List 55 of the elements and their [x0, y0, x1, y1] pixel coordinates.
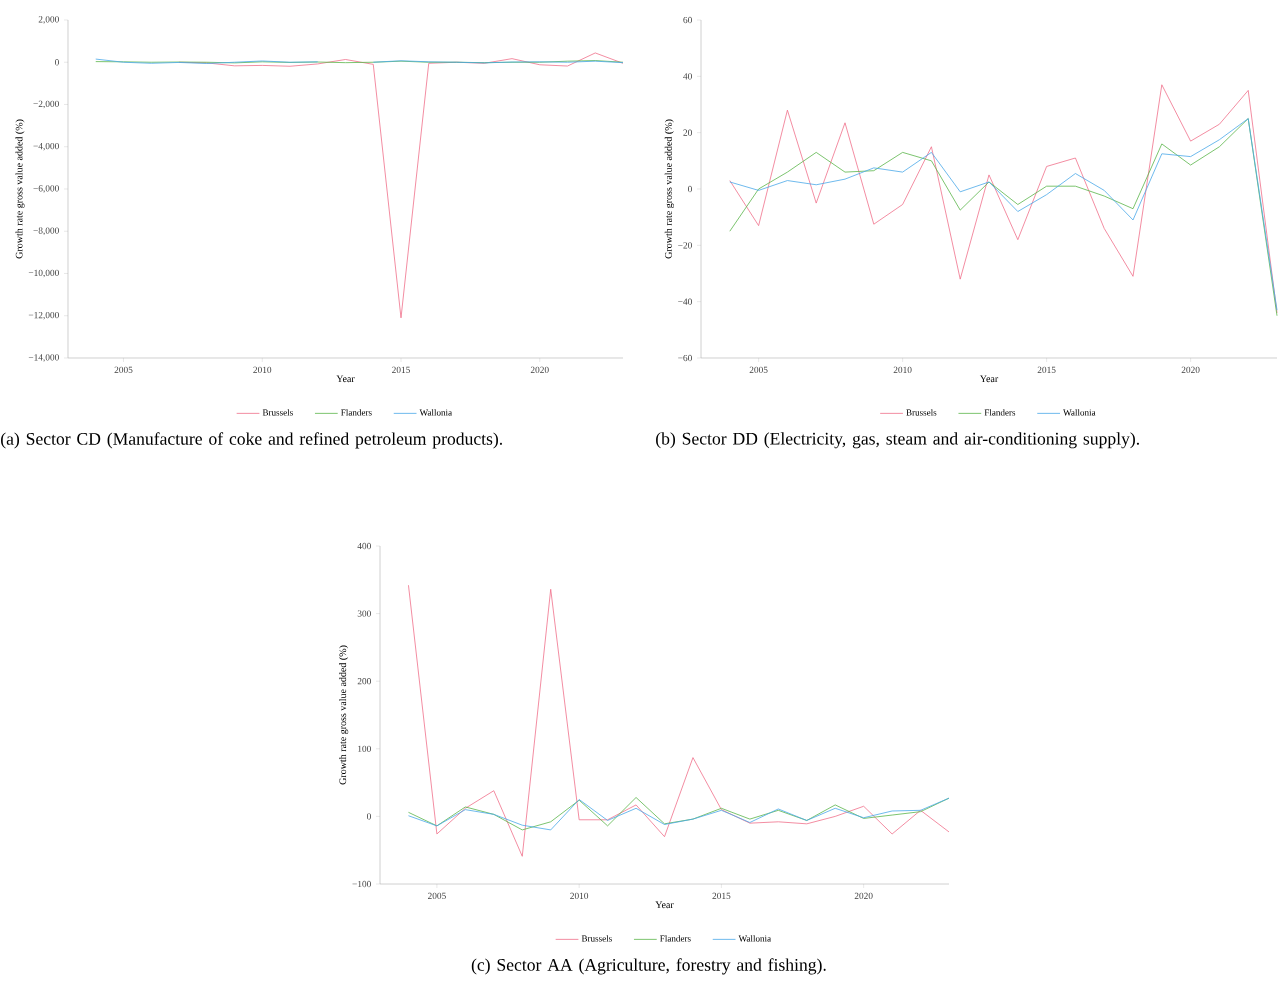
y-tick-label: −100: [352, 880, 371, 888]
legend-label: Brussels: [906, 409, 937, 416]
y-tick-label: 0: [687, 185, 692, 193]
x-tick-label: 2010: [253, 366, 272, 373]
x-tick-label: 2020: [854, 892, 873, 899]
legend-label: Brussels: [581, 935, 612, 942]
x-axis-title: Year: [336, 375, 355, 383]
x-axis-title: Year: [979, 375, 999, 383]
y-tick-label: −6,000: [33, 185, 59, 193]
y-tick-label: 40: [683, 73, 692, 80]
y-axis-title: Growth rate gross value added (%): [664, 119, 674, 259]
legend-label: Brussels: [262, 409, 293, 416]
y-tick-label: 60: [683, 16, 692, 24]
y-tick-label: 300: [357, 610, 371, 617]
y-tick-label: −12,000: [28, 311, 59, 320]
y-axis-title: Growth rate gross value added (%): [15, 119, 25, 259]
y-tick-label: −4,000: [33, 142, 59, 151]
x-tick-label: 2015: [712, 892, 731, 899]
legend-label: Wallonia: [419, 409, 452, 416]
y-tick-label: 0: [54, 59, 59, 66]
text: (a) Sector CD (Manufacture of coke and refined petroleum products).: [1, 432, 503, 449]
line-series: [408, 797, 950, 831]
text: (b) Sector DD (Electricity, gas, steam and air-conditioning supply).: [656, 432, 1139, 449]
y-tick-label: 100: [358, 745, 371, 752]
x-tick-label: 2015: [392, 366, 410, 373]
line-series: [729, 84, 1278, 314]
y-axis-title: Growth rate gross value added (%): [339, 645, 349, 785]
y-tick-label: 20: [683, 129, 692, 136]
legend-label: Wallonia: [1063, 409, 1096, 416]
y-tick-label: −14,000: [28, 354, 59, 362]
y-tick-label: −20: [678, 242, 692, 249]
y-tick-label: 200: [357, 678, 371, 685]
legend-label: Flanders: [341, 409, 372, 416]
y-tick-label: −60: [678, 354, 692, 362]
text: (c) Sector AA (Agriculture, forestry and fishing).: [471, 958, 826, 975]
y-tick-label: −2,000: [33, 100, 59, 109]
x-tick-label: 2020: [530, 366, 549, 373]
x-tick-label: 2010: [570, 892, 589, 899]
y-tick-label: −10,000: [28, 269, 59, 278]
y-tick-label: 0: [366, 813, 371, 820]
y-tick-label: 2,000: [38, 16, 59, 24]
x-tick-label: 2005: [749, 366, 768, 373]
y-tick-label: −40: [678, 298, 692, 305]
y-tick-label: 400: [357, 542, 371, 550]
line-series: [408, 584, 950, 857]
x-tick-label: 2005: [427, 892, 446, 899]
x-axis-title: Year: [655, 901, 674, 909]
y-tick-label: −8,000: [33, 227, 59, 236]
legend-label: Flanders: [984, 409, 1016, 416]
legend-label: Wallonia: [738, 935, 771, 942]
x-tick-label: 2015: [1037, 366, 1056, 373]
legend-label: Flanders: [660, 935, 691, 942]
x-tick-label: 2005: [114, 366, 133, 373]
x-tick-label: 2020: [1181, 366, 1200, 373]
x-tick-label: 2010: [893, 366, 912, 373]
